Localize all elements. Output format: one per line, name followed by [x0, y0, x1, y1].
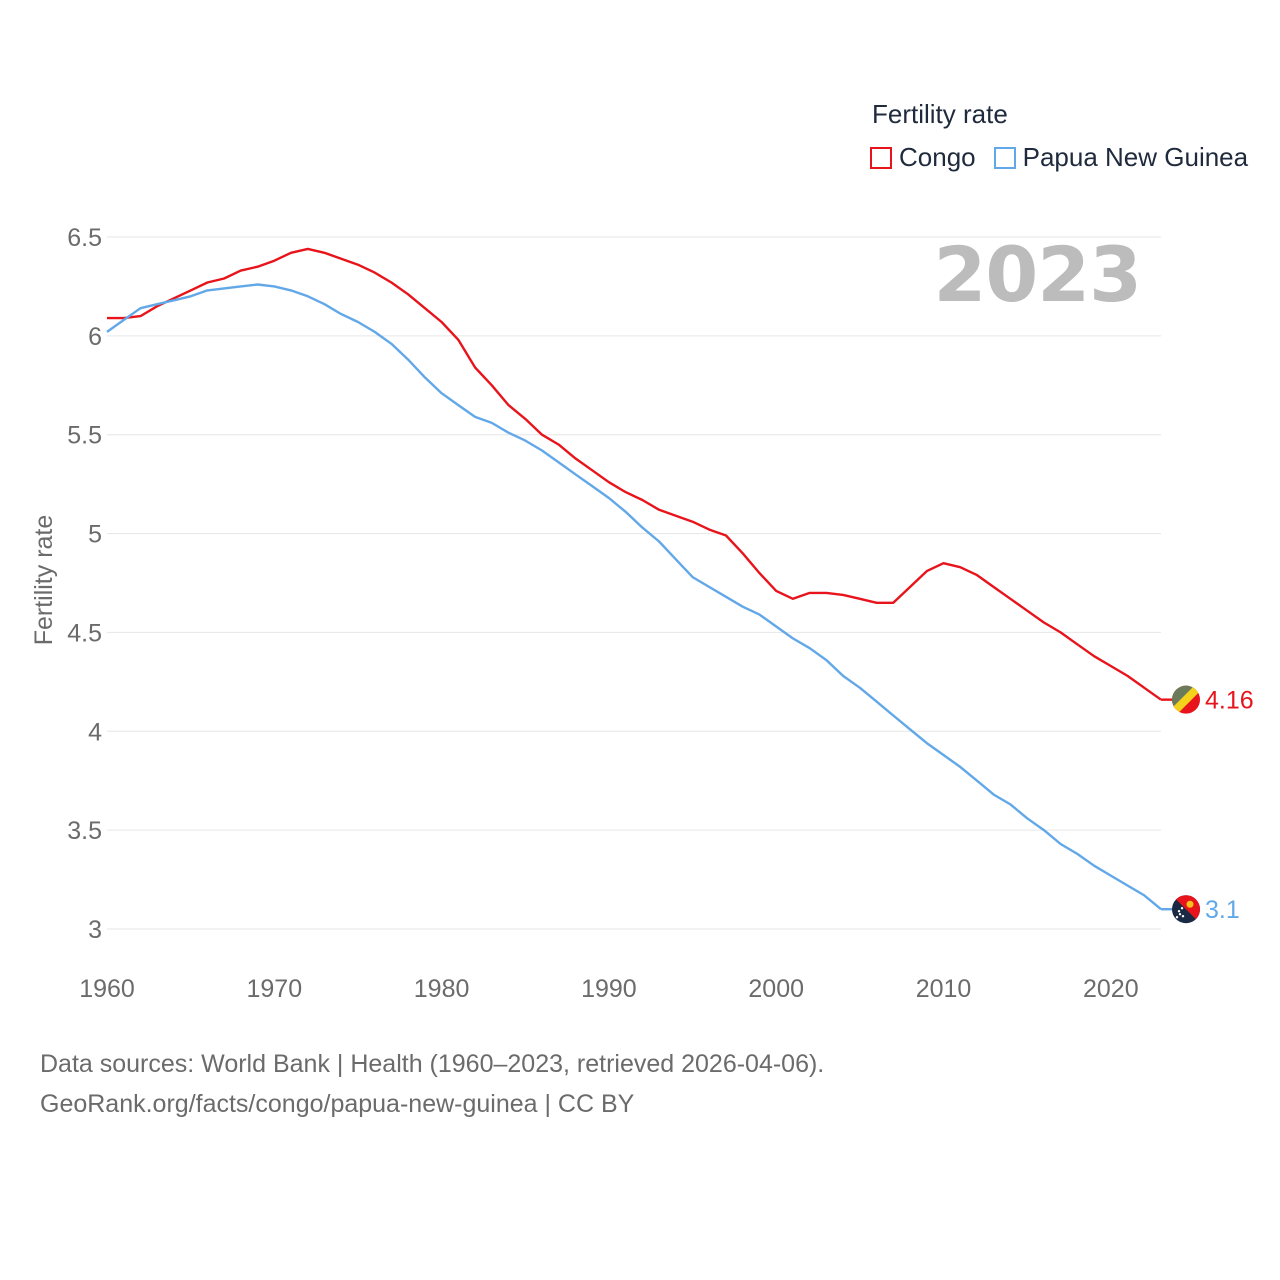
- legend-item-papua-new-guinea[interactable]: Papua New Guinea: [994, 142, 1248, 173]
- legend-swatch-papua-new-guinea: [994, 147, 1016, 169]
- y-tick-label: 5: [88, 521, 102, 549]
- source-line-2[interactable]: GeoRank.org/facts/congo/papua-new-guinea…: [40, 1084, 824, 1124]
- series-end-label-papua-new-guinea: 3.1: [1205, 896, 1240, 924]
- y-axis-ticks: 3 3.5 4 4.5 5 5.5 6 6.5: [67, 224, 102, 944]
- x-tick-label: 2000: [748, 975, 804, 1003]
- legend-title: Fertility rate: [872, 99, 1008, 130]
- legend-label-congo: Congo: [899, 142, 976, 173]
- y-tick-label: 3.5: [67, 817, 102, 845]
- y-tick-label: 4: [88, 718, 102, 746]
- y-tick-label: 4.5: [67, 619, 102, 647]
- series-line-papua-new-guinea: [107, 285, 1161, 910]
- x-tick-label: 1960: [79, 975, 135, 1003]
- x-axis-ticks: 1960 1970 1980 1990 2000 2010 2020: [79, 975, 1138, 1003]
- y-axis-label: Fertility rate: [30, 515, 58, 646]
- legend: Congo Papua New Guinea: [870, 142, 1248, 173]
- y-tick-label: 6: [88, 323, 102, 351]
- flag-icon-papua-new-guinea: [1171, 894, 1201, 924]
- x-tick-label: 2010: [916, 975, 972, 1003]
- source-note: Data sources: World Bank | Health (1960–…: [40, 1044, 824, 1124]
- x-tick-label: 1990: [581, 975, 637, 1003]
- gridlines: [107, 237, 1161, 929]
- legend-label-papua-new-guinea: Papua New Guinea: [1023, 142, 1248, 173]
- x-tick-label: 1980: [414, 975, 470, 1003]
- series-lines: [107, 249, 1176, 909]
- legend-swatch-congo: [870, 147, 892, 169]
- x-tick-label: 1970: [246, 975, 302, 1003]
- series-end-label-congo: 4.16: [1205, 687, 1254, 715]
- source-line-1: Data sources: World Bank | Health (1960–…: [40, 1044, 824, 1084]
- y-tick-label: 6.5: [67, 224, 102, 252]
- series-end-labels: 4.16 3.1: [1171, 685, 1254, 925]
- flag-icon-congo: [1171, 685, 1201, 715]
- y-tick-label: 5.5: [67, 422, 102, 450]
- x-tick-label: 2020: [1083, 975, 1139, 1003]
- y-tick-label: 3: [88, 916, 102, 944]
- current-year-label: 2023: [933, 230, 1141, 319]
- legend-item-congo[interactable]: Congo: [870, 142, 976, 173]
